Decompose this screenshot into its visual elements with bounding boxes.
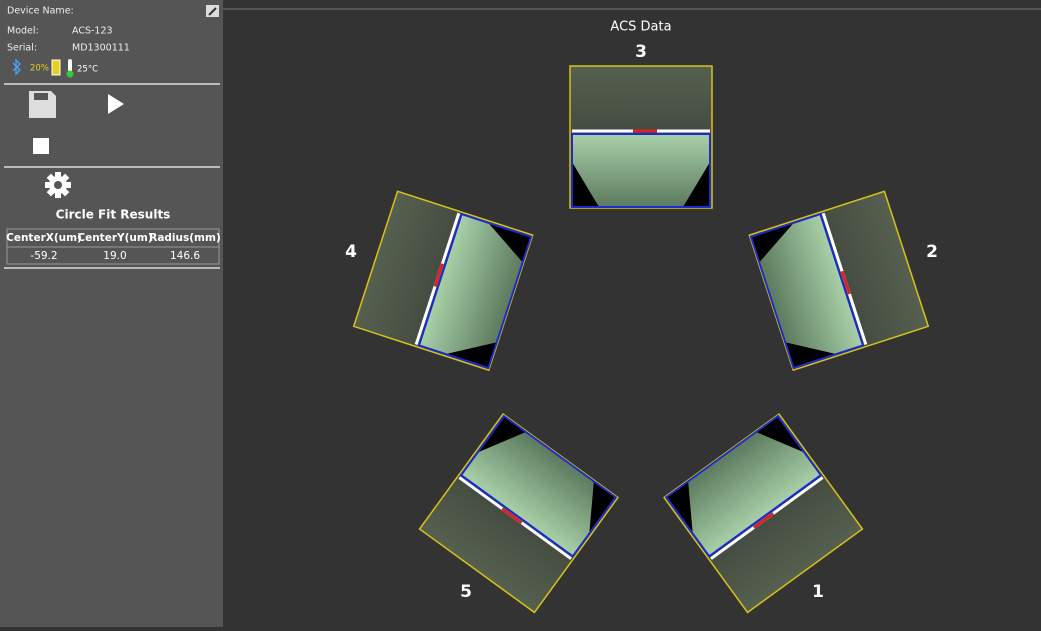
image-shadow bbox=[572, 162, 599, 207]
serial: MD1300111 bbox=[72, 43, 130, 54]
play-button[interactable] bbox=[108, 94, 124, 114]
table-cell: 19.0 bbox=[103, 250, 126, 262]
device-name-label: Device Name: bbox=[7, 6, 74, 17]
camera-image bbox=[663, 413, 864, 614]
camera-image bbox=[352, 190, 534, 372]
image-label: 5 bbox=[460, 582, 472, 602]
settings-button[interactable] bbox=[40, 167, 77, 204]
fit-outline bbox=[664, 414, 823, 558]
battery-icon bbox=[51, 59, 61, 76]
image-shadow bbox=[488, 222, 532, 263]
table-cell: 146.6 bbox=[170, 250, 200, 262]
camera-image bbox=[569, 65, 713, 209]
stop-button[interactable] bbox=[33, 138, 49, 154]
fit-outline bbox=[571, 133, 711, 208]
image-label: 4 bbox=[345, 242, 357, 262]
camera-image bbox=[748, 190, 930, 372]
fit-outline bbox=[459, 414, 618, 558]
edge-marker bbox=[501, 507, 523, 525]
results-title: Circle Fit Results bbox=[56, 208, 171, 222]
model: ACS-123 bbox=[72, 26, 113, 37]
thermometer-bulb bbox=[66, 70, 74, 78]
camera-image bbox=[418, 413, 619, 614]
image-shadow bbox=[683, 162, 710, 207]
gear-hole bbox=[54, 181, 62, 189]
serial-label: Serial: bbox=[7, 43, 37, 54]
fit-outline bbox=[417, 212, 533, 370]
image-shadow bbox=[589, 481, 616, 534]
edge-marker bbox=[840, 270, 851, 295]
image-shadow bbox=[666, 481, 693, 534]
image-bright-region bbox=[666, 416, 821, 557]
image-shadow bbox=[477, 416, 526, 453]
table-cell: -59.2 bbox=[30, 250, 57, 262]
image-bright-region bbox=[750, 214, 863, 368]
table-header: CenterY(um) bbox=[77, 232, 152, 244]
image-bright-region bbox=[419, 214, 532, 368]
image-shadow bbox=[445, 342, 497, 368]
image-shadow bbox=[750, 222, 794, 263]
image-shadow bbox=[785, 342, 837, 368]
battery-level: 20% bbox=[30, 64, 49, 74]
image-label: 2 bbox=[926, 242, 938, 262]
image-shadow bbox=[756, 416, 805, 453]
bluetooth-icon bbox=[12, 58, 21, 76]
edge-marker bbox=[752, 512, 775, 529]
image-label: 1 bbox=[812, 582, 824, 602]
table-header: Radius(mm) bbox=[149, 232, 221, 244]
save-icon-detail bbox=[34, 93, 48, 100]
fit-outline bbox=[749, 212, 865, 370]
model-label: Model: bbox=[7, 26, 39, 37]
edge-marker bbox=[433, 263, 444, 287]
table-header: CenterX(um) bbox=[6, 232, 82, 244]
image-bright-region bbox=[572, 134, 710, 207]
edit-icon bbox=[208, 7, 217, 16]
thermometer-icon bbox=[68, 59, 72, 72]
temperature: 25°C bbox=[77, 65, 98, 75]
view-title: ACS Data bbox=[610, 20, 671, 35]
image-bright-region bbox=[461, 416, 616, 557]
image-label: 3 bbox=[635, 42, 647, 62]
